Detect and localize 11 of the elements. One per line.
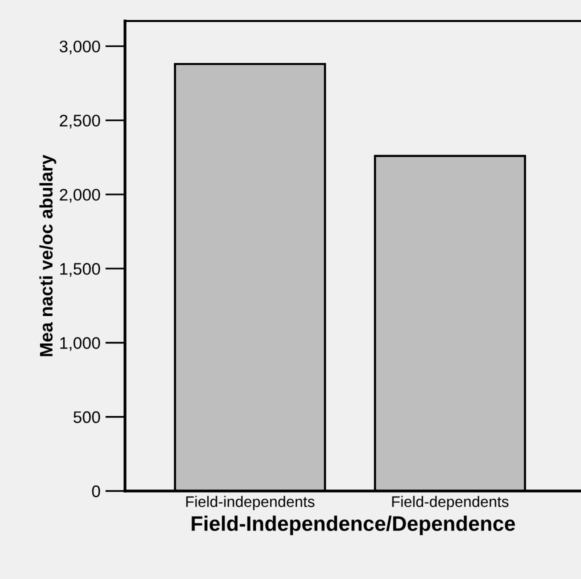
y-tick-label: 3,000 bbox=[60, 40, 100, 54]
y-tick-label: 2,000 bbox=[60, 188, 100, 203]
y-axis-title: Mea nacti ve/oc abulary bbox=[39, 154, 56, 356]
x-axis-title: Field-Independence/Dependence bbox=[192, 516, 515, 536]
y-tick-label: 1,500 bbox=[60, 263, 100, 277]
y-tick-label: 0 bbox=[92, 485, 100, 498]
y-tick-label: 500 bbox=[74, 411, 100, 424]
y-tick-label: 1,000 bbox=[60, 337, 100, 351]
x-tick-label: Field-independents bbox=[186, 496, 314, 510]
x-tick-label: Field-dependents bbox=[392, 496, 508, 510]
y-tick-label: 2,500 bbox=[60, 114, 100, 129]
